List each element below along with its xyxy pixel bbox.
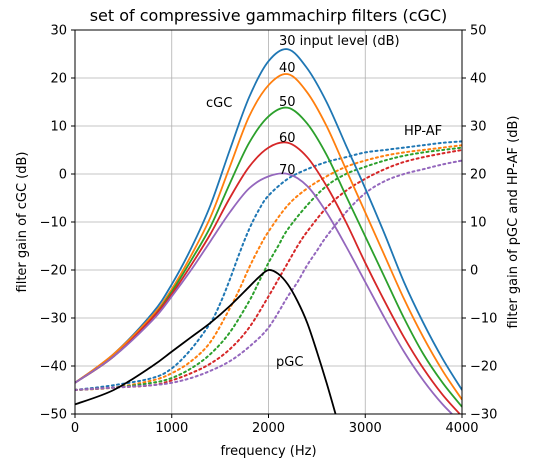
x-tick-label: 2000: [252, 421, 285, 436]
y-tick-label-right: −30: [470, 408, 497, 423]
annotation-pgc: pGC: [276, 355, 303, 370]
annotation-level-70: 70: [279, 163, 296, 178]
hpaf-line-70: [75, 159, 462, 391]
cgc-line-30: [75, 48, 462, 391]
y-tick-label-left: 10: [50, 120, 67, 135]
y-tick-label-right: 10: [470, 216, 487, 231]
y-tick-label-right: 0: [470, 264, 478, 279]
y-tick-label-left: −20: [40, 264, 67, 279]
cgc-line-60: [75, 141, 462, 414]
y-tick-label-left: −40: [40, 360, 67, 375]
hpaf-line-30: [75, 140, 462, 391]
y-tick-label-left: 20: [50, 72, 67, 87]
y-tick-label-right: −20: [470, 360, 497, 375]
pgc-line: [75, 269, 337, 414]
annotation-hpaf: HP-AF: [404, 124, 442, 139]
y-tick-label-right: 40: [470, 72, 487, 87]
cgc-line-50: [75, 106, 462, 408]
x-tick-label: 1000: [155, 421, 188, 436]
axis-ticks: 0 1000 2000 3000 4000 −50 −40 −30 −20 −10 0 10 20 30 −…: [40, 24, 498, 437]
x-tick-label: 0: [71, 421, 79, 436]
y-axis-label-right: filter gain of pGC and HP-AF (dB): [506, 116, 521, 329]
y-tick-label-right: −10: [470, 312, 497, 327]
x-tick-label: 4000: [445, 421, 478, 436]
annotation-level-30: 30 input level (dB): [279, 34, 400, 49]
annotation-cgc: cGC: [206, 96, 232, 111]
y-tick-label-left: −10: [40, 216, 67, 231]
x-tick-label: 3000: [349, 421, 382, 436]
annotation-level-60: 60: [279, 131, 296, 146]
cgc-line-70: [75, 172, 454, 414]
hpaf-line-40: [75, 144, 462, 391]
y-axis-label-left: filter gain of cGC (dB): [15, 152, 30, 293]
chart-title: set of compressive gammachirp filters (c…: [90, 6, 448, 25]
y-tick-label-left: −30: [40, 312, 67, 327]
y-tick-label-right: 20: [470, 168, 487, 183]
y-tick-label-left: 0: [59, 168, 67, 183]
hpaf-line-50: [75, 146, 462, 391]
y-tick-label-right: 50: [470, 24, 487, 39]
cgc-line-40: [75, 73, 462, 401]
plot-series: [75, 48, 462, 414]
annotation-level-50: 50: [279, 95, 296, 110]
x-axis-label: frequency (Hz): [220, 444, 316, 459]
annotation-level-40: 40: [279, 61, 296, 76]
grid: [74, 29, 463, 415]
y-tick-label-left: 30: [50, 24, 67, 39]
y-tick-label-right: 30: [470, 120, 487, 135]
hpaf-line-60: [75, 149, 462, 391]
y-tick-label-left: −50: [40, 408, 67, 423]
